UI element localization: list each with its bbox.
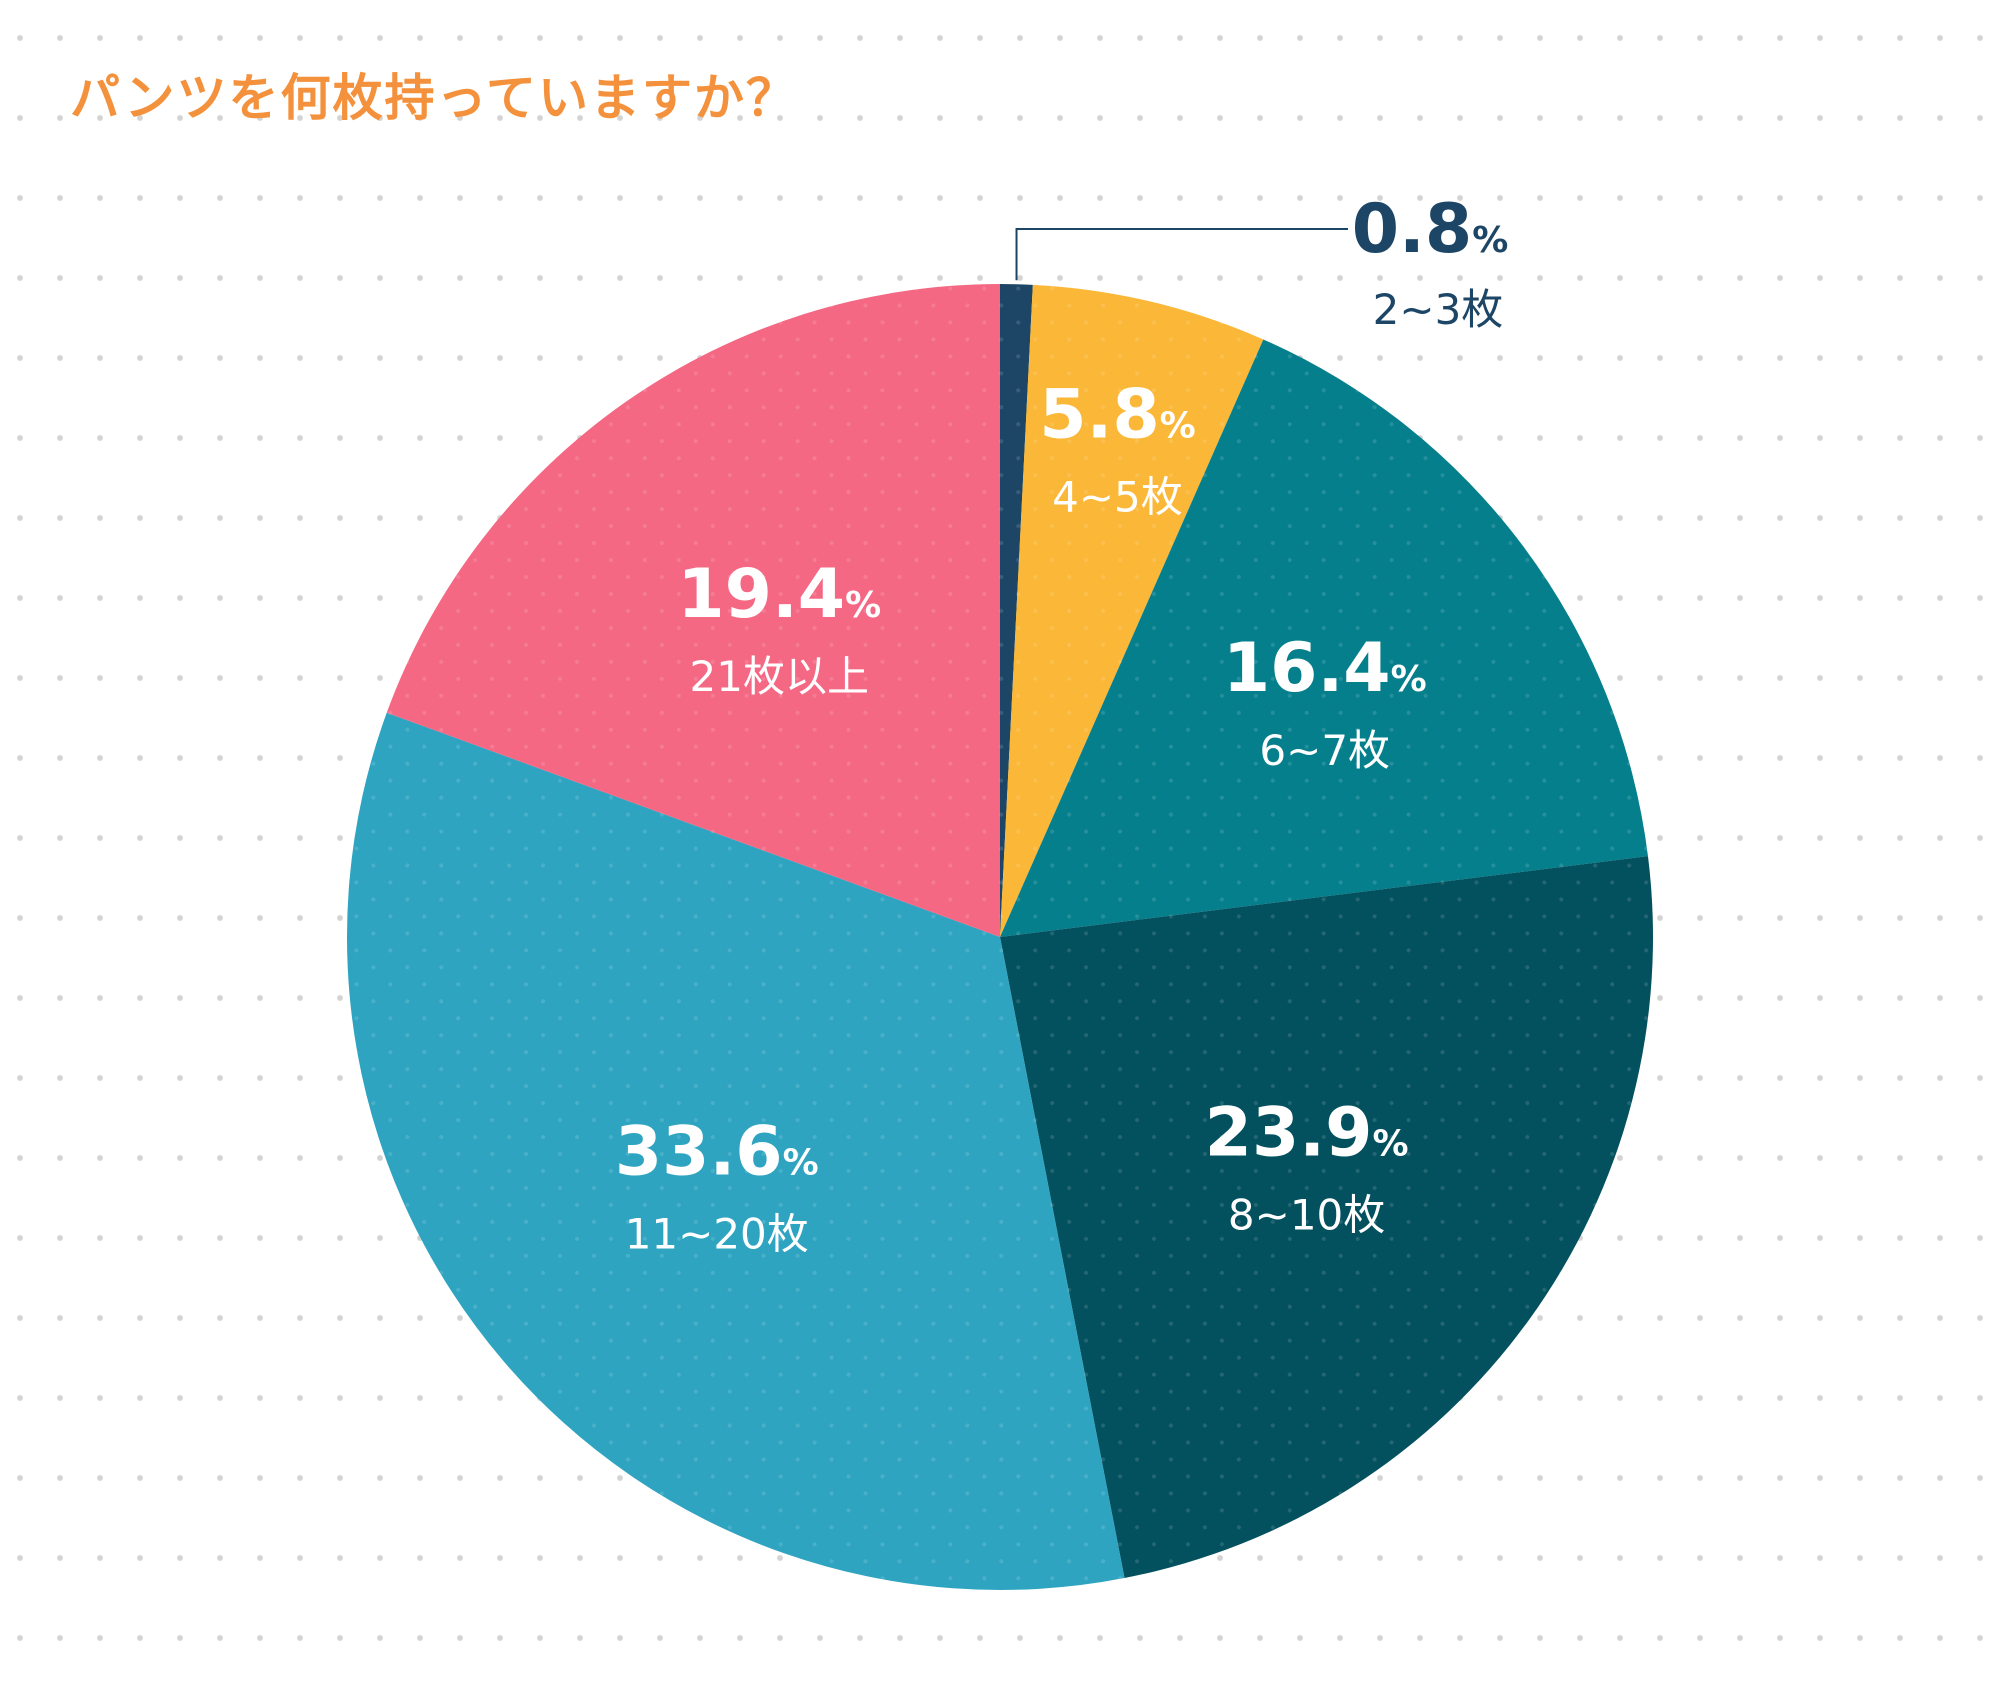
slice-percent-unit: %: [1391, 659, 1427, 700]
slice-percent-unit: %: [1372, 1123, 1408, 1164]
pie-texture: [346, 284, 1654, 1591]
slice-category-label: 4~5枚: [1052, 472, 1183, 521]
slice-percent-unit: %: [783, 1142, 819, 1183]
slice-category-label: 8~10枚: [1228, 1190, 1385, 1239]
chart-title: パンツを何枚持っていますか？: [70, 69, 798, 127]
pie-slice-texture: [1000, 339, 1648, 937]
slice-category-label: 2~3枚: [1373, 285, 1504, 334]
slice-category-label: 6~7枚: [1259, 726, 1390, 775]
callout-leader-line: [1015, 228, 1348, 281]
pie-slice-texture: [1000, 856, 1654, 1579]
pie-callouts: [1015, 228, 1348, 281]
slice-percent-unit: %: [845, 585, 881, 626]
slice-percent-unit: %: [1472, 220, 1508, 261]
pie-slice-texture: [1000, 284, 1264, 937]
pie-slice-texture: [386, 284, 1000, 937]
pie-slice-texture: [346, 712, 1125, 1591]
slice-category-label: 21枚以上: [690, 652, 869, 701]
slice-percent-label: 16.4%: [1223, 629, 1427, 708]
pie-labels: 0.8%2~3枚5.8%4~5枚16.4%6~7枚23.9%8~10枚33.6%…: [615, 190, 1508, 1258]
pie-slice-texture: [1000, 284, 1033, 937]
slice-percent-unit: %: [1160, 405, 1196, 446]
slice-category-label: 11~20枚: [625, 1209, 809, 1258]
slice-percent-label: 0.8%: [1352, 190, 1509, 269]
